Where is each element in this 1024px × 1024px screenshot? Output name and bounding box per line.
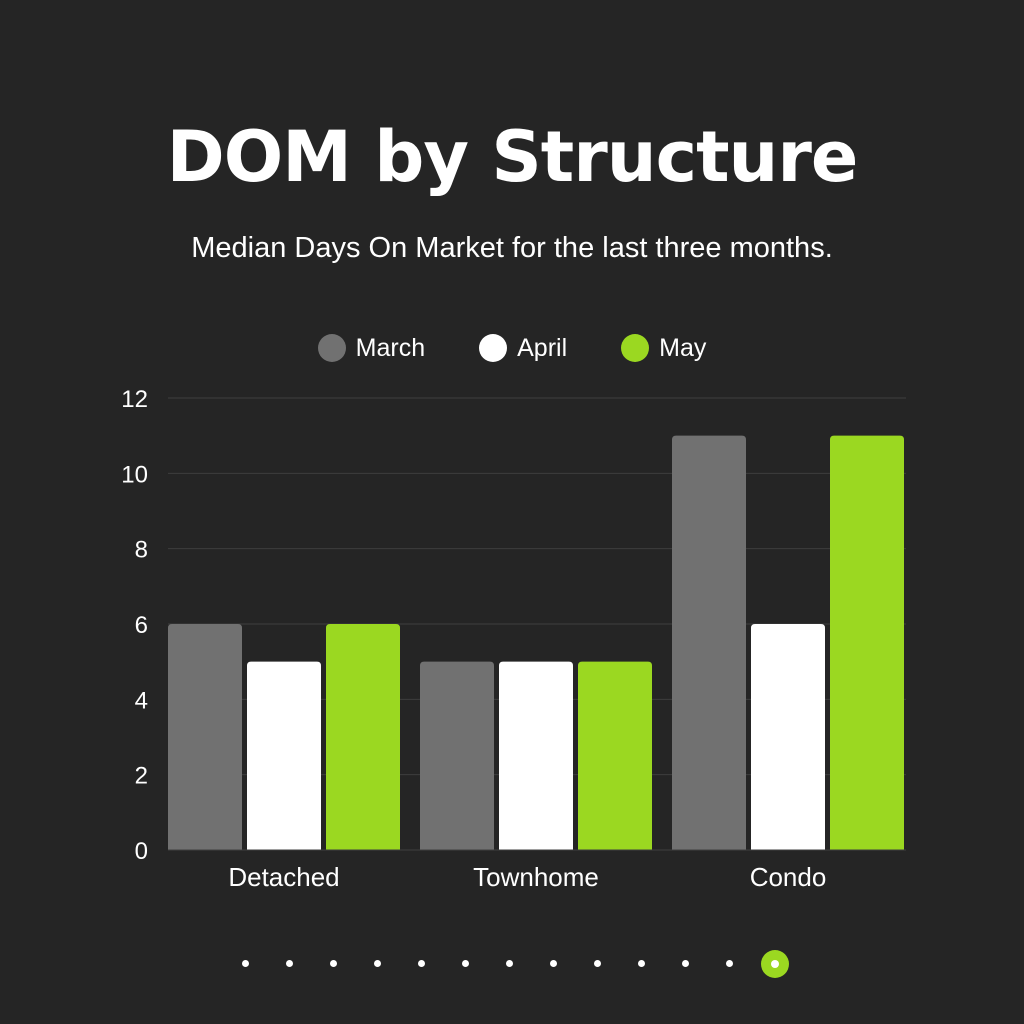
pager-dot[interactable] — [594, 960, 601, 967]
bar-detached-april — [247, 661, 321, 850]
pager-dot-active[interactable] — [761, 950, 789, 978]
chart-subtitle: Median Days On Market for the last three… — [191, 232, 833, 264]
bar-condo-march — [672, 435, 746, 850]
y-tick-label: 6 — [135, 612, 148, 639]
pager-dot[interactable] — [682, 960, 689, 967]
bar-condo-april — [751, 624, 825, 850]
legend-label-april: April — [517, 333, 568, 362]
y-tick-label: 4 — [135, 687, 148, 714]
legend-label-march: March — [355, 333, 426, 362]
y-tick-label: 8 — [135, 537, 148, 564]
legend-swatch-april — [479, 334, 508, 362]
pager-dot[interactable] — [330, 960, 337, 967]
legend-swatch-march — [317, 334, 346, 362]
x-tick-label: Townhome — [473, 862, 599, 892]
pager-dot[interactable] — [462, 960, 469, 967]
pager-dot[interactable] — [418, 960, 425, 967]
chart-title: DOM by Structure — [166, 116, 859, 198]
legend-item-march: March — [317, 333, 426, 363]
x-tick-label: Detached — [228, 862, 339, 892]
pager-dot[interactable] — [638, 960, 645, 967]
legend-item-may: May — [621, 334, 706, 363]
y-tick-label: 0 — [135, 838, 148, 865]
bar-detached-march — [168, 624, 242, 850]
legend-label-may: May — [659, 333, 707, 362]
y-tick-label: 2 — [135, 763, 148, 790]
x-tick-label: Condo — [750, 862, 827, 892]
pager-dot[interactable] — [374, 960, 381, 967]
chart-legend: March April May — [0, 328, 1024, 368]
bar-townhome-may — [578, 661, 652, 850]
pager-dot[interactable] — [726, 960, 733, 967]
y-tick-label: 10 — [121, 461, 148, 488]
pager-dot[interactable] — [550, 960, 557, 967]
pager-dot[interactable] — [286, 960, 293, 967]
pager-dot[interactable] — [242, 960, 249, 967]
y-tick-label: 12 — [121, 386, 148, 413]
bar-detached-may — [326, 624, 400, 850]
pager-dot[interactable] — [506, 960, 513, 967]
legend-item-april: April — [479, 334, 567, 363]
bar-townhome-march — [420, 661, 494, 850]
bar-condo-may — [830, 435, 904, 850]
bar-townhome-april — [499, 661, 573, 850]
legend-swatch-may — [621, 334, 650, 362]
carousel-pager — [0, 948, 1024, 980]
